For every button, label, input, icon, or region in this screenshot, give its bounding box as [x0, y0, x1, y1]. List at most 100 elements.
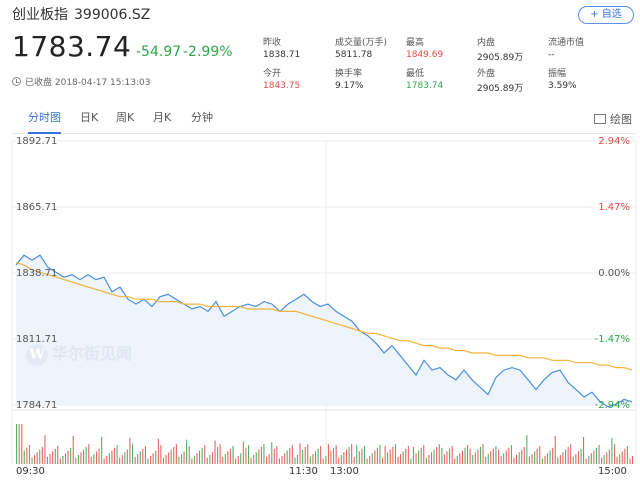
stat-label: 成交量(万手): [335, 38, 388, 48]
volume-bar: [557, 457, 559, 464]
price-change: -54.97: [136, 44, 182, 60]
stat-item: 内盘 2905.89万: [477, 35, 523, 63]
volume-bar: [593, 450, 595, 464]
volume-bar: [222, 456, 224, 464]
intraday-chart[interactable]: 1892.71 1865.71 1838.71 1811.71 1784.71 2.94%…: [0, 134, 640, 483]
volume-bar: [44, 435, 46, 464]
volume-bar: [389, 449, 391, 464]
volume-bar: [250, 457, 252, 464]
volume-bar: [204, 445, 206, 464]
volume-bar: [70, 447, 72, 464]
tab-2[interactable]: 日K: [80, 111, 99, 124]
stat-item: 成交量(万手) 5811.78: [335, 35, 387, 60]
volume-bar: [54, 448, 56, 464]
volume-bar: [554, 436, 556, 464]
y-tick-pct-label: -1.47%: [594, 334, 630, 345]
tab-1[interactable]: 分时图: [28, 106, 61, 134]
volume-bar: [80, 452, 82, 464]
stat-item: 流通市值 --: [548, 35, 584, 60]
volume-bar: [126, 449, 128, 464]
watermark: W 华尔街见闻: [26, 340, 132, 366]
y-tick-label: 1838.71: [16, 268, 58, 279]
tab-5[interactable]: 分钟: [191, 111, 213, 124]
volume-bar: [278, 458, 280, 464]
stat-item: 外盘 2905.89万: [477, 66, 523, 94]
draw-icon: [594, 114, 606, 124]
y-tick-label: 1784.71: [16, 400, 58, 411]
volume-bar: [129, 437, 131, 464]
stat-label: 最低: [406, 69, 425, 79]
market-status-text: 已收盘 2018-04-17 15:13:03: [25, 78, 151, 88]
stat-item: 今开 1843.75: [263, 66, 300, 91]
y-tick-pct-label: 1.47%: [598, 202, 630, 213]
volume-bar: [374, 450, 376, 464]
volume-bar: [518, 452, 520, 464]
volume-bar: [340, 455, 342, 464]
volume-bar: [629, 458, 631, 464]
volume-bar: [312, 454, 314, 464]
volume-bar: [528, 456, 530, 464]
volume-bar: [124, 452, 126, 464]
tab-3[interactable]: 周K: [116, 111, 135, 124]
volume-bar: [276, 446, 278, 464]
volume-bar: [588, 455, 590, 464]
volume-bar: [358, 451, 360, 464]
volume-bar: [479, 446, 481, 464]
volume-bar: [307, 444, 309, 464]
draw-button[interactable]: 绘图: [594, 111, 632, 127]
volume-bar: [449, 448, 451, 464]
chart-canvas: [11, 140, 637, 464]
y-tick-label: 1892.71: [16, 136, 58, 147]
volume-bar: [384, 446, 386, 464]
volume-bar: [487, 454, 489, 464]
tab-4[interactable]: 月K: [153, 111, 172, 124]
price-area: [16, 255, 632, 407]
volume-bar: [90, 456, 92, 464]
stat-value: --: [548, 50, 555, 60]
volume-bar: [366, 458, 368, 464]
volume-bar: [147, 458, 149, 464]
chart-tabs: 分时图 日K 周K 月K 分钟 绘图: [12, 106, 636, 134]
volume-bar: [361, 448, 363, 464]
volume-bar: [552, 447, 554, 464]
volume-bar: [572, 456, 574, 464]
stat-value: 5811.78: [335, 50, 373, 60]
volume-bar: [598, 445, 600, 464]
volume-bar: [75, 457, 77, 464]
volume-bar: [258, 449, 260, 464]
volume-bar: [343, 452, 345, 464]
volume-bar: [400, 454, 402, 464]
volume-bar: [219, 444, 221, 464]
volume-bar: [111, 450, 113, 464]
volume-bar: [469, 448, 471, 464]
volume-bar: [325, 455, 327, 464]
stat-value: 2905.89万: [477, 84, 524, 94]
volume-bar: [438, 444, 440, 464]
volume-bar: [201, 447, 203, 464]
add-watchlist-button[interactable]: + 自选: [578, 6, 634, 24]
volume-bar: [268, 454, 270, 464]
volume-bar: [284, 453, 286, 464]
volume-bar: [98, 448, 100, 464]
volume-bar: [119, 457, 121, 464]
volume-bar: [562, 452, 564, 464]
y-tick-label: 1811.71: [16, 334, 58, 345]
volume-bar: [526, 435, 528, 464]
last-price: 1783.74: [12, 30, 132, 63]
watermark-text: 华尔街见闻: [52, 344, 133, 363]
volume-bar: [77, 455, 79, 464]
volume-bar: [206, 457, 208, 464]
volume-bar: [173, 446, 175, 464]
volume-bar: [330, 450, 332, 464]
volume-bar: [580, 448, 582, 464]
volume-bar: [335, 445, 337, 464]
volume-bar: [606, 452, 608, 464]
volume-bar: [495, 446, 497, 464]
volume-bar: [281, 455, 283, 464]
volume-bar: [382, 457, 384, 464]
volume-bar: [415, 453, 417, 464]
volume-bar: [237, 455, 239, 464]
volume-bar: [454, 458, 456, 464]
volume-bar: [394, 444, 396, 464]
volume-bar: [333, 447, 335, 464]
